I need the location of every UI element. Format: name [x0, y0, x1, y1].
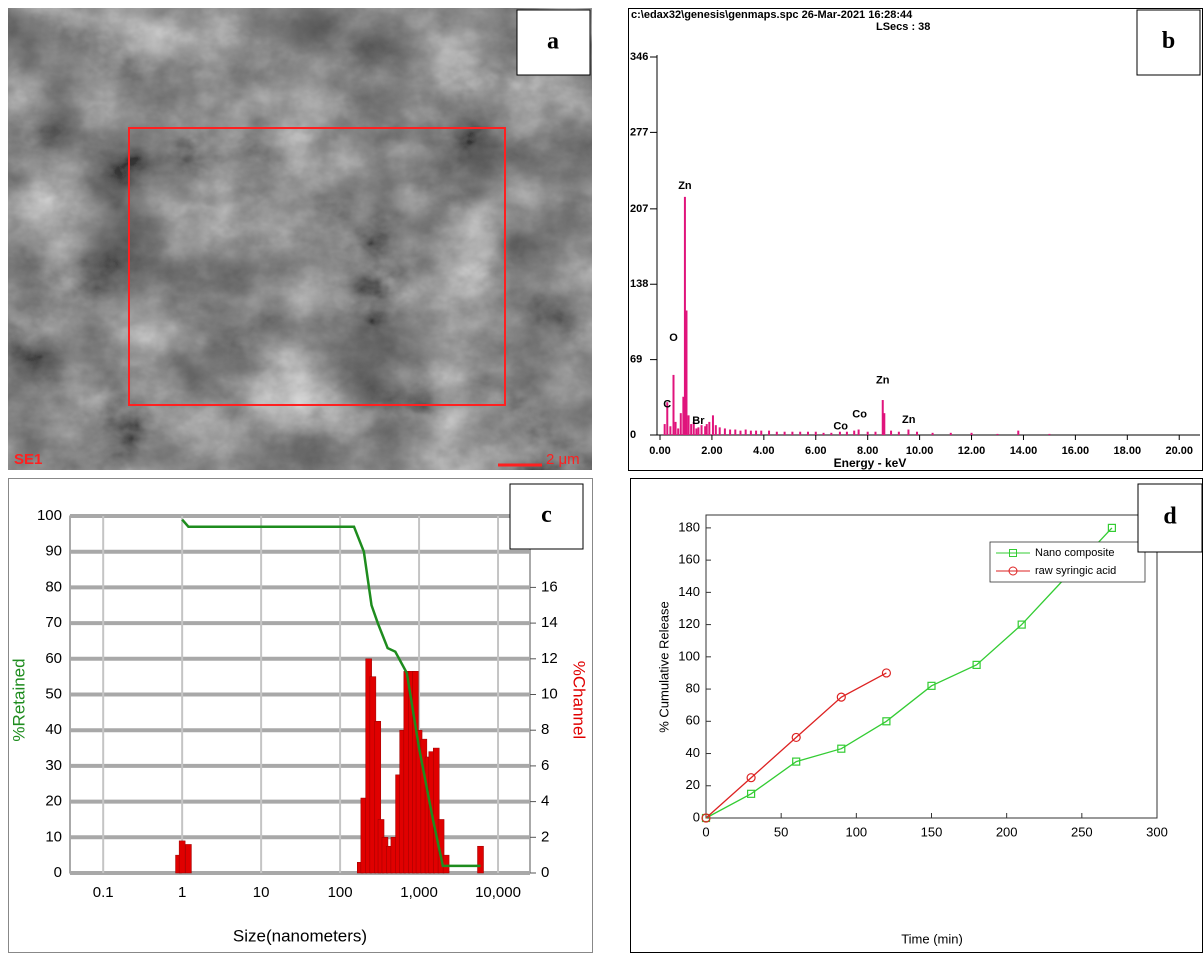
peak-label: C — [663, 399, 671, 411]
y-tick-label: 80 — [45, 578, 62, 595]
y-tick-label: 0 — [693, 809, 700, 824]
x-tick-label: 8.00 — [857, 445, 878, 457]
peak-label: Co — [852, 409, 867, 421]
x-tick-label: 100 — [328, 884, 353, 901]
spectrum-chart: c:\edax32\genesis\genmaps.spc 26-Mar-202… — [630, 9, 1200, 470]
y2-tick-label: 0 — [541, 864, 549, 881]
y-tick-label: 0 — [630, 429, 636, 441]
bar — [478, 846, 484, 873]
x-tick-label: 10.00 — [906, 445, 934, 457]
x-tick-label: 0 — [702, 824, 709, 839]
y-tick-label: 60 — [45, 650, 62, 667]
y-tick-label: 100 — [678, 648, 700, 663]
y-tick-label: 60 — [686, 713, 700, 728]
y-tick-label: 80 — [686, 681, 700, 696]
peak-label: Zn — [902, 414, 916, 426]
legend-label: Nano composite — [1035, 547, 1115, 559]
x-axis-label: Size(nanometers) — [233, 926, 367, 945]
x-tick-label: 1 — [178, 884, 186, 901]
y2-tick-label: 8 — [541, 721, 549, 738]
y-tick-label: 160 — [678, 552, 700, 567]
release-chart: 0 20 40 60 80 100 120 140 160 180 0 50 100 150 200 250 3… — [656, 484, 1202, 946]
y-tick-label: 140 — [678, 584, 700, 599]
peak-label: Co — [833, 421, 848, 433]
x-tick-label: 12.00 — [958, 445, 986, 457]
figure: a SE1 2 μm c:\edax32\genesis\genmaps.spc… — [0, 0, 1203, 953]
peak-label: Zn — [876, 375, 890, 387]
x-tick-label: 18.00 — [1114, 445, 1142, 457]
y-tick-label: 207 — [630, 203, 648, 215]
y2-tick-label: 4 — [541, 793, 549, 810]
peak-label: O — [669, 332, 678, 344]
scale-label: 2 μm — [546, 451, 580, 468]
x-tick-label: 100 — [845, 824, 867, 839]
y2-tick-label: 14 — [541, 614, 558, 631]
y2-tick-label: 6 — [541, 757, 549, 774]
x-tick-label: 300 — [1146, 824, 1168, 839]
header: c:\edax32\genesis\genmaps.spc 26-Mar-202… — [631, 9, 913, 21]
y-tick-label: 30 — [45, 757, 62, 774]
y-tick-label: 10 — [45, 828, 62, 845]
x-tick-label: 10,000 — [475, 884, 521, 901]
page: a SE1 2 μm c:\edax32\genesis\genmaps.spc… — [0, 0, 1203, 953]
y-tick-label: 20 — [45, 793, 62, 810]
y-tick-label: 40 — [45, 721, 62, 738]
x-tick-label: 10 — [253, 884, 270, 901]
sem-panel: a SE1 2 μm — [8, 8, 592, 470]
panel-label: b — [1162, 28, 1175, 54]
y-tick-label: 40 — [686, 745, 700, 760]
panel-frame — [629, 9, 1203, 471]
y-tick-label: 100 — [37, 507, 62, 524]
y2-tick-label: 12 — [541, 650, 558, 667]
y-tick-label: 138 — [630, 278, 648, 290]
x-tick-label: 14.00 — [1010, 445, 1038, 457]
x-tick-label: 0.00 — [649, 445, 670, 457]
peak-label: Zn — [678, 180, 692, 192]
x-tick-label: 0.1 — [93, 884, 114, 901]
x-tick-label: 6.00 — [805, 445, 826, 457]
x-axis-label: Energy - keV — [834, 456, 907, 470]
y2-tick-label: 2 — [541, 828, 549, 845]
y-tick-label: 0 — [54, 864, 62, 881]
y-tick-label: 90 — [45, 543, 62, 560]
y-tick-label: 180 — [678, 519, 700, 534]
y-tick-label: 70 — [45, 614, 62, 631]
panel-label: c — [541, 502, 552, 528]
y2-tick-label: 10 — [541, 685, 558, 702]
y2-tick-label: 16 — [541, 578, 558, 595]
x-tick-label: 4.00 — [753, 445, 774, 457]
y-tick-label: 69 — [630, 354, 642, 366]
y-tick-label: 120 — [678, 616, 700, 631]
x-tick-label: 16.00 — [1062, 445, 1090, 457]
y2-axis-label: %Channel — [570, 661, 589, 739]
bar — [179, 841, 185, 873]
bar — [443, 855, 449, 873]
subheader: LSecs : 38 — [876, 21, 930, 33]
x-tick-label: 200 — [996, 824, 1018, 839]
y-tick-label: 346 — [630, 51, 648, 63]
x-tick-label: 20.00 — [1165, 445, 1193, 457]
x-tick-label: 150 — [921, 824, 943, 839]
y-tick-label: 277 — [630, 126, 648, 138]
legend-label: raw syringic acid — [1035, 565, 1116, 577]
y-axis-label: % Cumulative Release — [656, 601, 671, 733]
x-tick-label: 2.00 — [701, 445, 722, 457]
x-tick-label: 250 — [1071, 824, 1093, 839]
x-tick-label: 1,000 — [400, 884, 438, 901]
y-tick-label: 20 — [686, 777, 700, 792]
y-tick-label: 50 — [45, 685, 62, 702]
x-axis-label: Time (min) — [901, 931, 963, 946]
panel-label: d — [1163, 504, 1177, 530]
peak-label: Br — [692, 415, 705, 427]
detector-label: SE1 — [14, 451, 42, 468]
x-tick-label: 50 — [774, 824, 788, 839]
bar — [185, 844, 191, 873]
panel-label: a — [547, 29, 559, 55]
y-axis-label: %Retained — [9, 658, 28, 741]
